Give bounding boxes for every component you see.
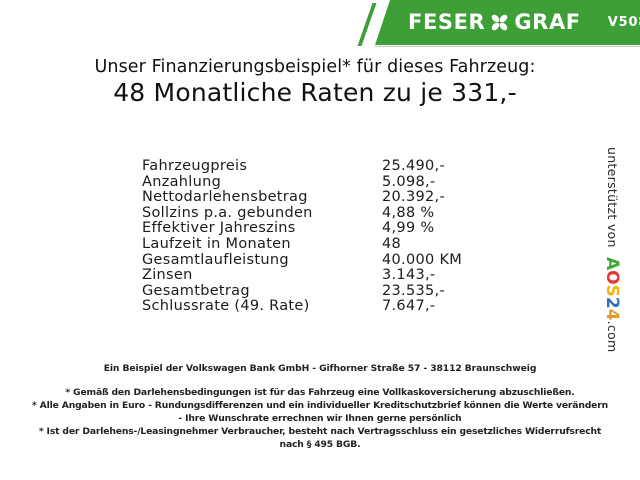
row-value: 4,99 % xyxy=(382,220,435,237)
brand-name-left: FESER xyxy=(408,10,486,34)
row-label: Zinsen xyxy=(142,267,193,284)
table-row: Fahrzeugpreis 25.490,- xyxy=(142,158,462,175)
footnote-line: - Ihre Wunschrate errechnen wir Ihnen ge… xyxy=(178,413,462,424)
header-band-stripe xyxy=(357,3,377,46)
row-value: 23.535,- xyxy=(382,282,445,299)
supporter-vertical-text: unterstützt von AOS24.com xyxy=(602,147,622,352)
table-row: Gesamtbetrag 23.535,- xyxy=(142,282,462,300)
row-label: Effektiver Jahreszins xyxy=(142,220,296,237)
footnotes: * Gemäß den Darlehensbedingungen ist für… xyxy=(0,386,640,451)
aos24-letter: 4 xyxy=(602,308,622,321)
row-label: Fahrzeugpreis xyxy=(142,158,248,174)
bank-note: Ein Beispiel der Volkswagen Bank GmbH - … xyxy=(103,363,537,374)
header-band xyxy=(357,0,640,47)
row-value: 4,88 % xyxy=(382,204,435,221)
row-value: 7.647,- xyxy=(382,298,436,315)
row-value: 5.098,- xyxy=(382,173,436,190)
footnote-line: * Alle Angaben in Euro - Rundungsdiffere… xyxy=(31,400,609,411)
aos24-letter: O xyxy=(602,270,622,285)
table-row: Gesamtlaufleistung 40.000 KM xyxy=(142,251,463,269)
row-label: Nettodarlehensbetrag xyxy=(142,189,308,206)
row-value: 20.392,- xyxy=(382,189,445,206)
header-band-underline xyxy=(374,45,640,47)
table-row: Anzahlung 5.098,- xyxy=(142,173,462,191)
row-label: Gesamtbetrag xyxy=(142,282,250,299)
footnote-line: nach § 495 BGB. xyxy=(279,439,361,450)
aos24-letter: S xyxy=(602,284,622,297)
table-row: Nettodarlehensbetrag 20.392,- xyxy=(142,190,462,206)
footnote-line: * Ist der Darlehens-/Leasingnehmer Verbr… xyxy=(38,426,602,437)
table-row: Zinsen 3.143,- xyxy=(142,268,462,284)
aos24-logo: AOS24 xyxy=(602,252,622,321)
brand-logo: FESER GRAF V50811 xyxy=(408,0,640,45)
vehicle-code-badge: V50811 xyxy=(607,15,640,30)
row-label: Gesamtlaufleistung xyxy=(142,251,289,268)
row-value: 3.143,- xyxy=(382,267,436,284)
page-title: 48 Monatliche Raten zu je 331,- xyxy=(113,78,517,107)
supporter-suffix: .com xyxy=(605,320,620,353)
aos24-letter: 2 xyxy=(602,296,622,309)
header-band-shape xyxy=(375,0,640,45)
row-value: 40.000 KM xyxy=(382,251,463,268)
footnote-line: * Gemäß den Darlehensbedingungen ist für… xyxy=(65,387,575,398)
supporter-prefix: unterstützt von xyxy=(605,147,620,252)
table-row: Laufzeit in Monaten 48 xyxy=(142,235,462,253)
aos24-letter: A xyxy=(602,257,622,271)
row-value: 48 xyxy=(382,235,402,252)
row-value: 25.490,- xyxy=(382,158,445,174)
title-block: Unser Finanzierungsbeispiel* für dieses … xyxy=(0,55,630,107)
page-subtitle: Unser Finanzierungsbeispiel* für dieses … xyxy=(94,57,536,77)
finance-table: Fahrzeugpreis 25.490,- Anzahlung 5.098,-… xyxy=(142,158,463,315)
clover-x-icon xyxy=(492,14,508,31)
table-row: Sollzins p.a. gebunden 4,88 % xyxy=(142,204,462,222)
row-label: Laufzeit in Monaten xyxy=(142,235,291,252)
table-row: Effektiver Jahreszins 4,99 % xyxy=(142,221,462,237)
row-label: Sollzins p.a. gebunden xyxy=(142,204,313,221)
row-label: Schlussrate (49. Rate) xyxy=(142,298,310,315)
table-row: Schlussrate (49. Rate) 7.647,- xyxy=(142,299,462,315)
brand-name-right: GRAF xyxy=(514,10,581,34)
row-label: Anzahlung xyxy=(142,173,222,190)
